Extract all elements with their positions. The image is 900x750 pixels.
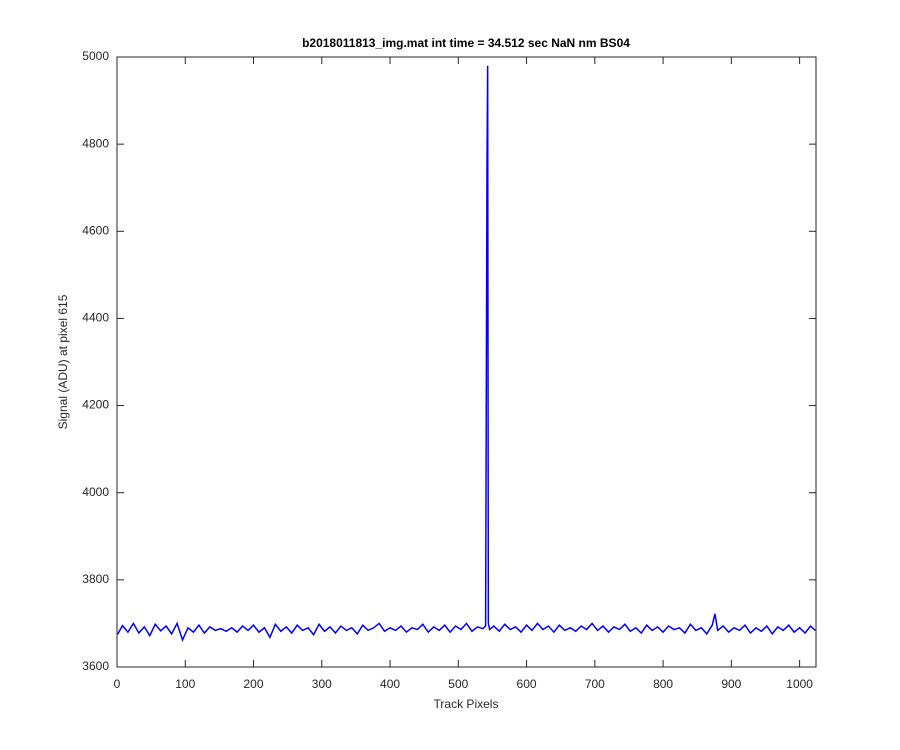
x-tick-label: 1000 (786, 677, 813, 691)
y-tick-label: 5000 (82, 49, 109, 63)
plot-box (116, 56, 817, 668)
y-tick-label: 3800 (82, 572, 109, 586)
chart-title: b2018011813_img.mat int time = 34.512 se… (302, 36, 630, 50)
x-tick-label: 700 (585, 677, 605, 691)
y-tick-label: 4400 (82, 311, 109, 325)
x-tick-label: 800 (653, 677, 673, 691)
y-tick-label: 4600 (82, 223, 109, 237)
y-axis-label: Signal (ADU) at pixel 615 (56, 294, 70, 429)
x-tick-label: 900 (721, 677, 741, 691)
y-tick-label: 4000 (82, 485, 109, 499)
x-tick-label: 200 (244, 677, 264, 691)
x-tick-label: 500 (448, 677, 468, 691)
y-tick-label: 4200 (82, 398, 109, 412)
x-tick-label: 600 (517, 677, 537, 691)
x-axis-label: Track Pixels (434, 697, 499, 711)
x-tick-label: 0 (114, 677, 121, 691)
x-tick-label: 400 (380, 677, 400, 691)
x-tick-label: 300 (312, 677, 332, 691)
y-tick-label: 3600 (82, 659, 109, 673)
x-tick-label: 100 (175, 677, 195, 691)
data-line (117, 65, 816, 643)
y-tick-label: 4800 (82, 136, 109, 150)
